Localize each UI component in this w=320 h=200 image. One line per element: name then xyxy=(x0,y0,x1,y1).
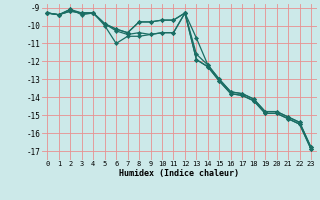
X-axis label: Humidex (Indice chaleur): Humidex (Indice chaleur) xyxy=(119,169,239,178)
